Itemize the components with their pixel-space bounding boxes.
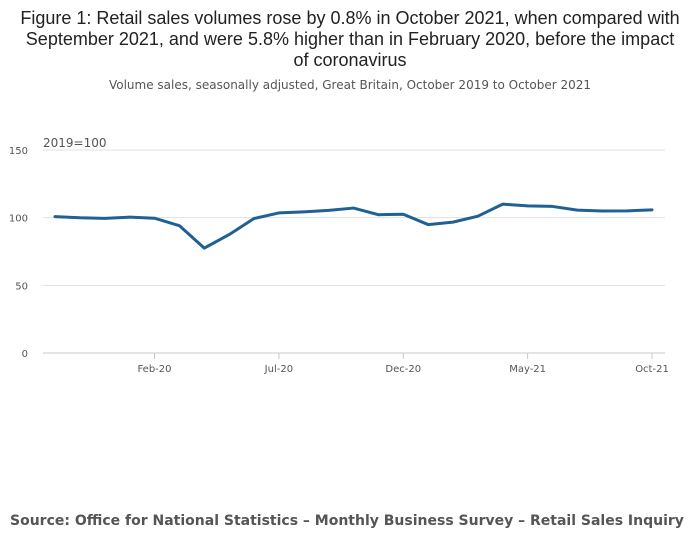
series-group: [53, 202, 654, 250]
y-tick-label-0: 0: [22, 349, 28, 360]
chart-title: Figure 1: Retail sales volumes rose by 0…: [20, 8, 680, 70]
y-axis-ticks: 0 50 100 150: [9, 146, 28, 360]
x-tick-label-Jul-20: Jul-20: [264, 364, 293, 375]
x-axis: Feb-20 Jul-20 Dec-20 May-21 Oct-21: [43, 352, 669, 375]
x-tick-label-Oct-21: Oct-21: [635, 364, 669, 375]
y-axis-units-label: 2019=100: [43, 136, 107, 150]
x-tick-label-Feb-20: Feb-20: [137, 364, 171, 375]
y-tick-label-150: 150: [9, 146, 28, 157]
chart-subtitle: Volume sales, seasonally adjusted, Great…: [108, 78, 592, 92]
x-tick-label-May-21: May-21: [509, 364, 546, 375]
x-tick-label-Dec-20: Dec-20: [385, 364, 421, 375]
y-tick-label-100: 100: [9, 214, 28, 225]
series-line-0: [53, 202, 654, 250]
source-note: Source: Office for National Statistics –…: [10, 513, 684, 529]
y-tick-label-50: 50: [15, 281, 28, 292]
